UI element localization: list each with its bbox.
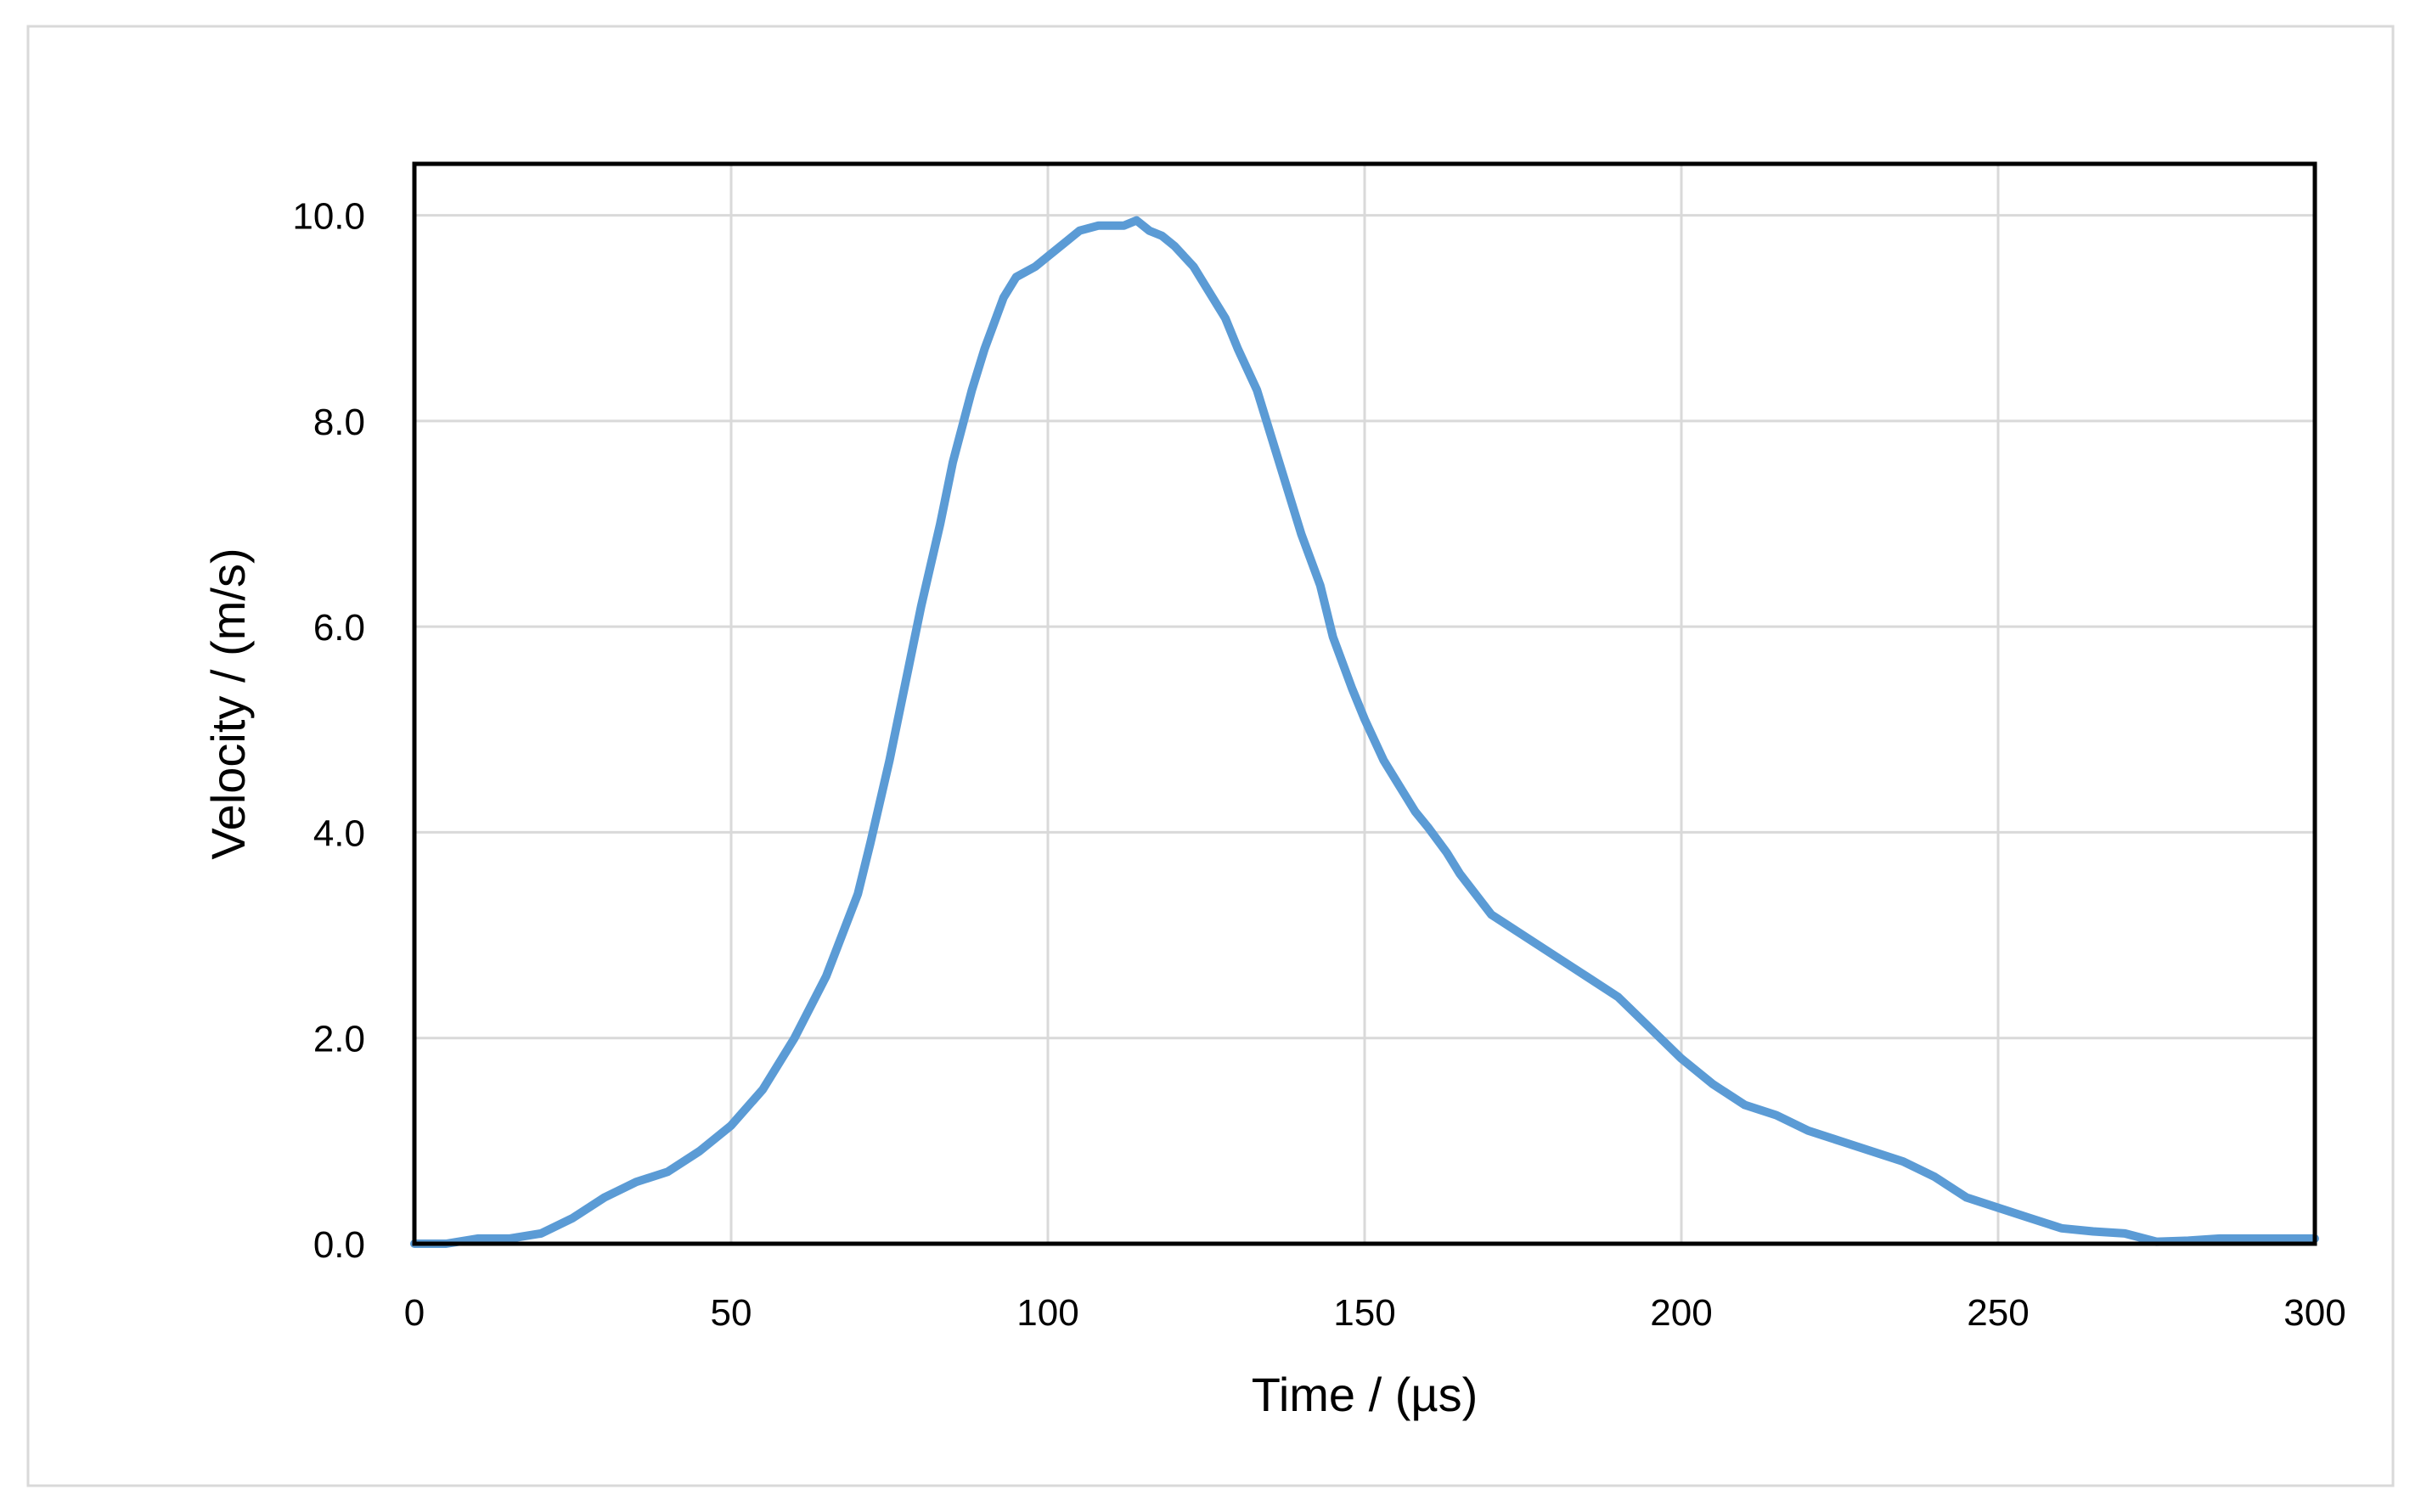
y-axis-title: Velocity / (m/s): [201, 548, 255, 859]
velocity-series-line: [410, 216, 2319, 1248]
x-tick-label: 150: [1333, 1292, 1395, 1334]
y-tick-label: 2.0: [313, 1019, 365, 1060]
x-tick-label: 200: [1650, 1292, 1712, 1334]
y-tick-label: 6.0: [313, 607, 365, 649]
x-tick-label: 250: [1967, 1292, 2029, 1334]
y-tick-label: 10.0: [292, 196, 365, 238]
y-tick-label: 0.0: [313, 1224, 365, 1266]
x-axis-tick-labels: 0 50 100 150 200 250 300: [404, 1292, 2346, 1334]
x-axis-title: Time / (µs): [1252, 1368, 1478, 1421]
series-layer: [410, 216, 2319, 1248]
plot-area-frame: [412, 161, 2317, 1246]
x-tick-label: 300: [2283, 1292, 2345, 1334]
y-tick-label: 8.0: [313, 402, 365, 443]
y-axis-tick-labels: 0.0 2.0 4.0 6.0 8.0 10.0: [292, 196, 365, 1266]
x-tick-label: 100: [1016, 1292, 1078, 1334]
y-tick-label: 4.0: [313, 812, 365, 854]
x-tick-label: 0: [404, 1292, 425, 1334]
x-tick-label: 50: [711, 1292, 752, 1334]
